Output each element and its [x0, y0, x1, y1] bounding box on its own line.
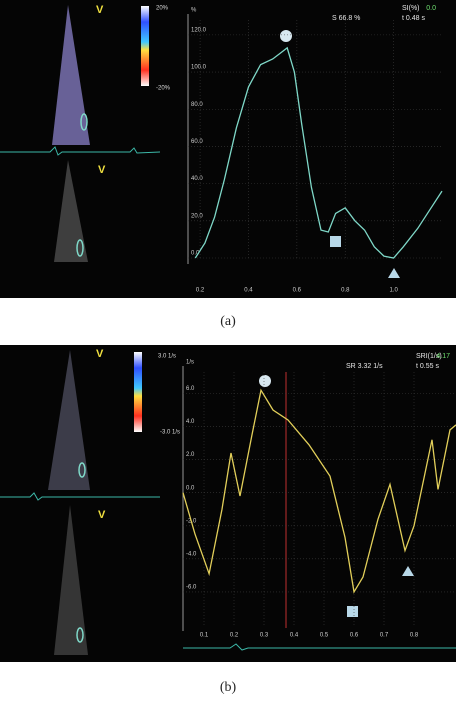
color-scale	[141, 6, 149, 86]
y-tick-label: 6.0	[186, 386, 195, 392]
x-tick-label: 0.1	[200, 633, 209, 639]
color-scale	[134, 352, 142, 432]
y-axis-unit: %	[191, 8, 197, 14]
y-tick-label: 60.0	[191, 139, 203, 145]
valley-marker	[330, 236, 341, 247]
y-tick-label: 2.0	[186, 452, 195, 458]
y-tick-label: -4.0	[186, 551, 197, 557]
x-tick-label: 0.5	[320, 633, 329, 639]
overlay-view2: V	[98, 509, 106, 521]
overlay-view2: V	[98, 164, 106, 176]
caption: (b)	[220, 680, 237, 695]
page: {"chart_data": [ {"type": "line", "ylabe…	[0, 0, 456, 698]
x-tick-label: 0.2	[230, 633, 239, 639]
header-peak: S 66.8 %	[332, 15, 360, 22]
overlay-scale-bottom: -3.0 1/s	[160, 430, 180, 436]
x-tick-label: 0.8	[410, 633, 419, 639]
caption: (a)	[220, 314, 236, 329]
x-tick-label: 0.4	[244, 288, 253, 294]
y-tick-label: 0.0	[186, 485, 195, 491]
y-tick-label: 100.0	[191, 65, 207, 71]
peak-marker	[259, 375, 271, 387]
header-time: t 0.55 s	[416, 363, 439, 370]
header-time: t 0.48 s	[402, 15, 425, 22]
overlay-view: V	[96, 4, 104, 16]
header-peak: SR 3.32 1/s	[346, 363, 383, 370]
y-tick-label: -6.0	[186, 585, 197, 591]
x-tick-label: 0.4	[290, 633, 299, 639]
x-tick-label: 1.0	[389, 288, 398, 294]
overlay-scale-bottom: -20%	[156, 86, 171, 92]
x-tick-label: 0.7	[380, 633, 389, 639]
y-tick-label: 40.0	[191, 176, 203, 182]
header-value: 4.17	[436, 353, 450, 360]
overlay-scale-top: 3.0 1/s	[158, 354, 176, 360]
overlay-view: V	[96, 348, 104, 360]
header-value: 0.0	[426, 5, 436, 12]
x-tick-label: 0.8	[341, 288, 350, 294]
valley-marker	[347, 606, 358, 617]
x-tick-label: 0.6	[350, 633, 359, 639]
x-tick-label: 0.2	[196, 288, 205, 294]
y-tick-label: 80.0	[191, 102, 203, 108]
y-tick-label: 120.0	[191, 27, 207, 33]
y-tick-label: 20.0	[191, 213, 203, 219]
x-tick-label: 0.3	[260, 633, 269, 639]
overlay-scale-top: 20%	[156, 6, 169, 12]
y-axis-unit: 1/s	[186, 360, 194, 366]
figure: (a) (b) 0.0 20.0 40.0 60.0 80.0 100.0 120.0 0.2…	[0, 0, 456, 698]
header-measure: SI(%)	[402, 5, 420, 12]
peak-marker	[280, 30, 292, 42]
y-tick-label: 4.0	[186, 419, 195, 425]
x-tick-label: 0.6	[293, 288, 302, 294]
